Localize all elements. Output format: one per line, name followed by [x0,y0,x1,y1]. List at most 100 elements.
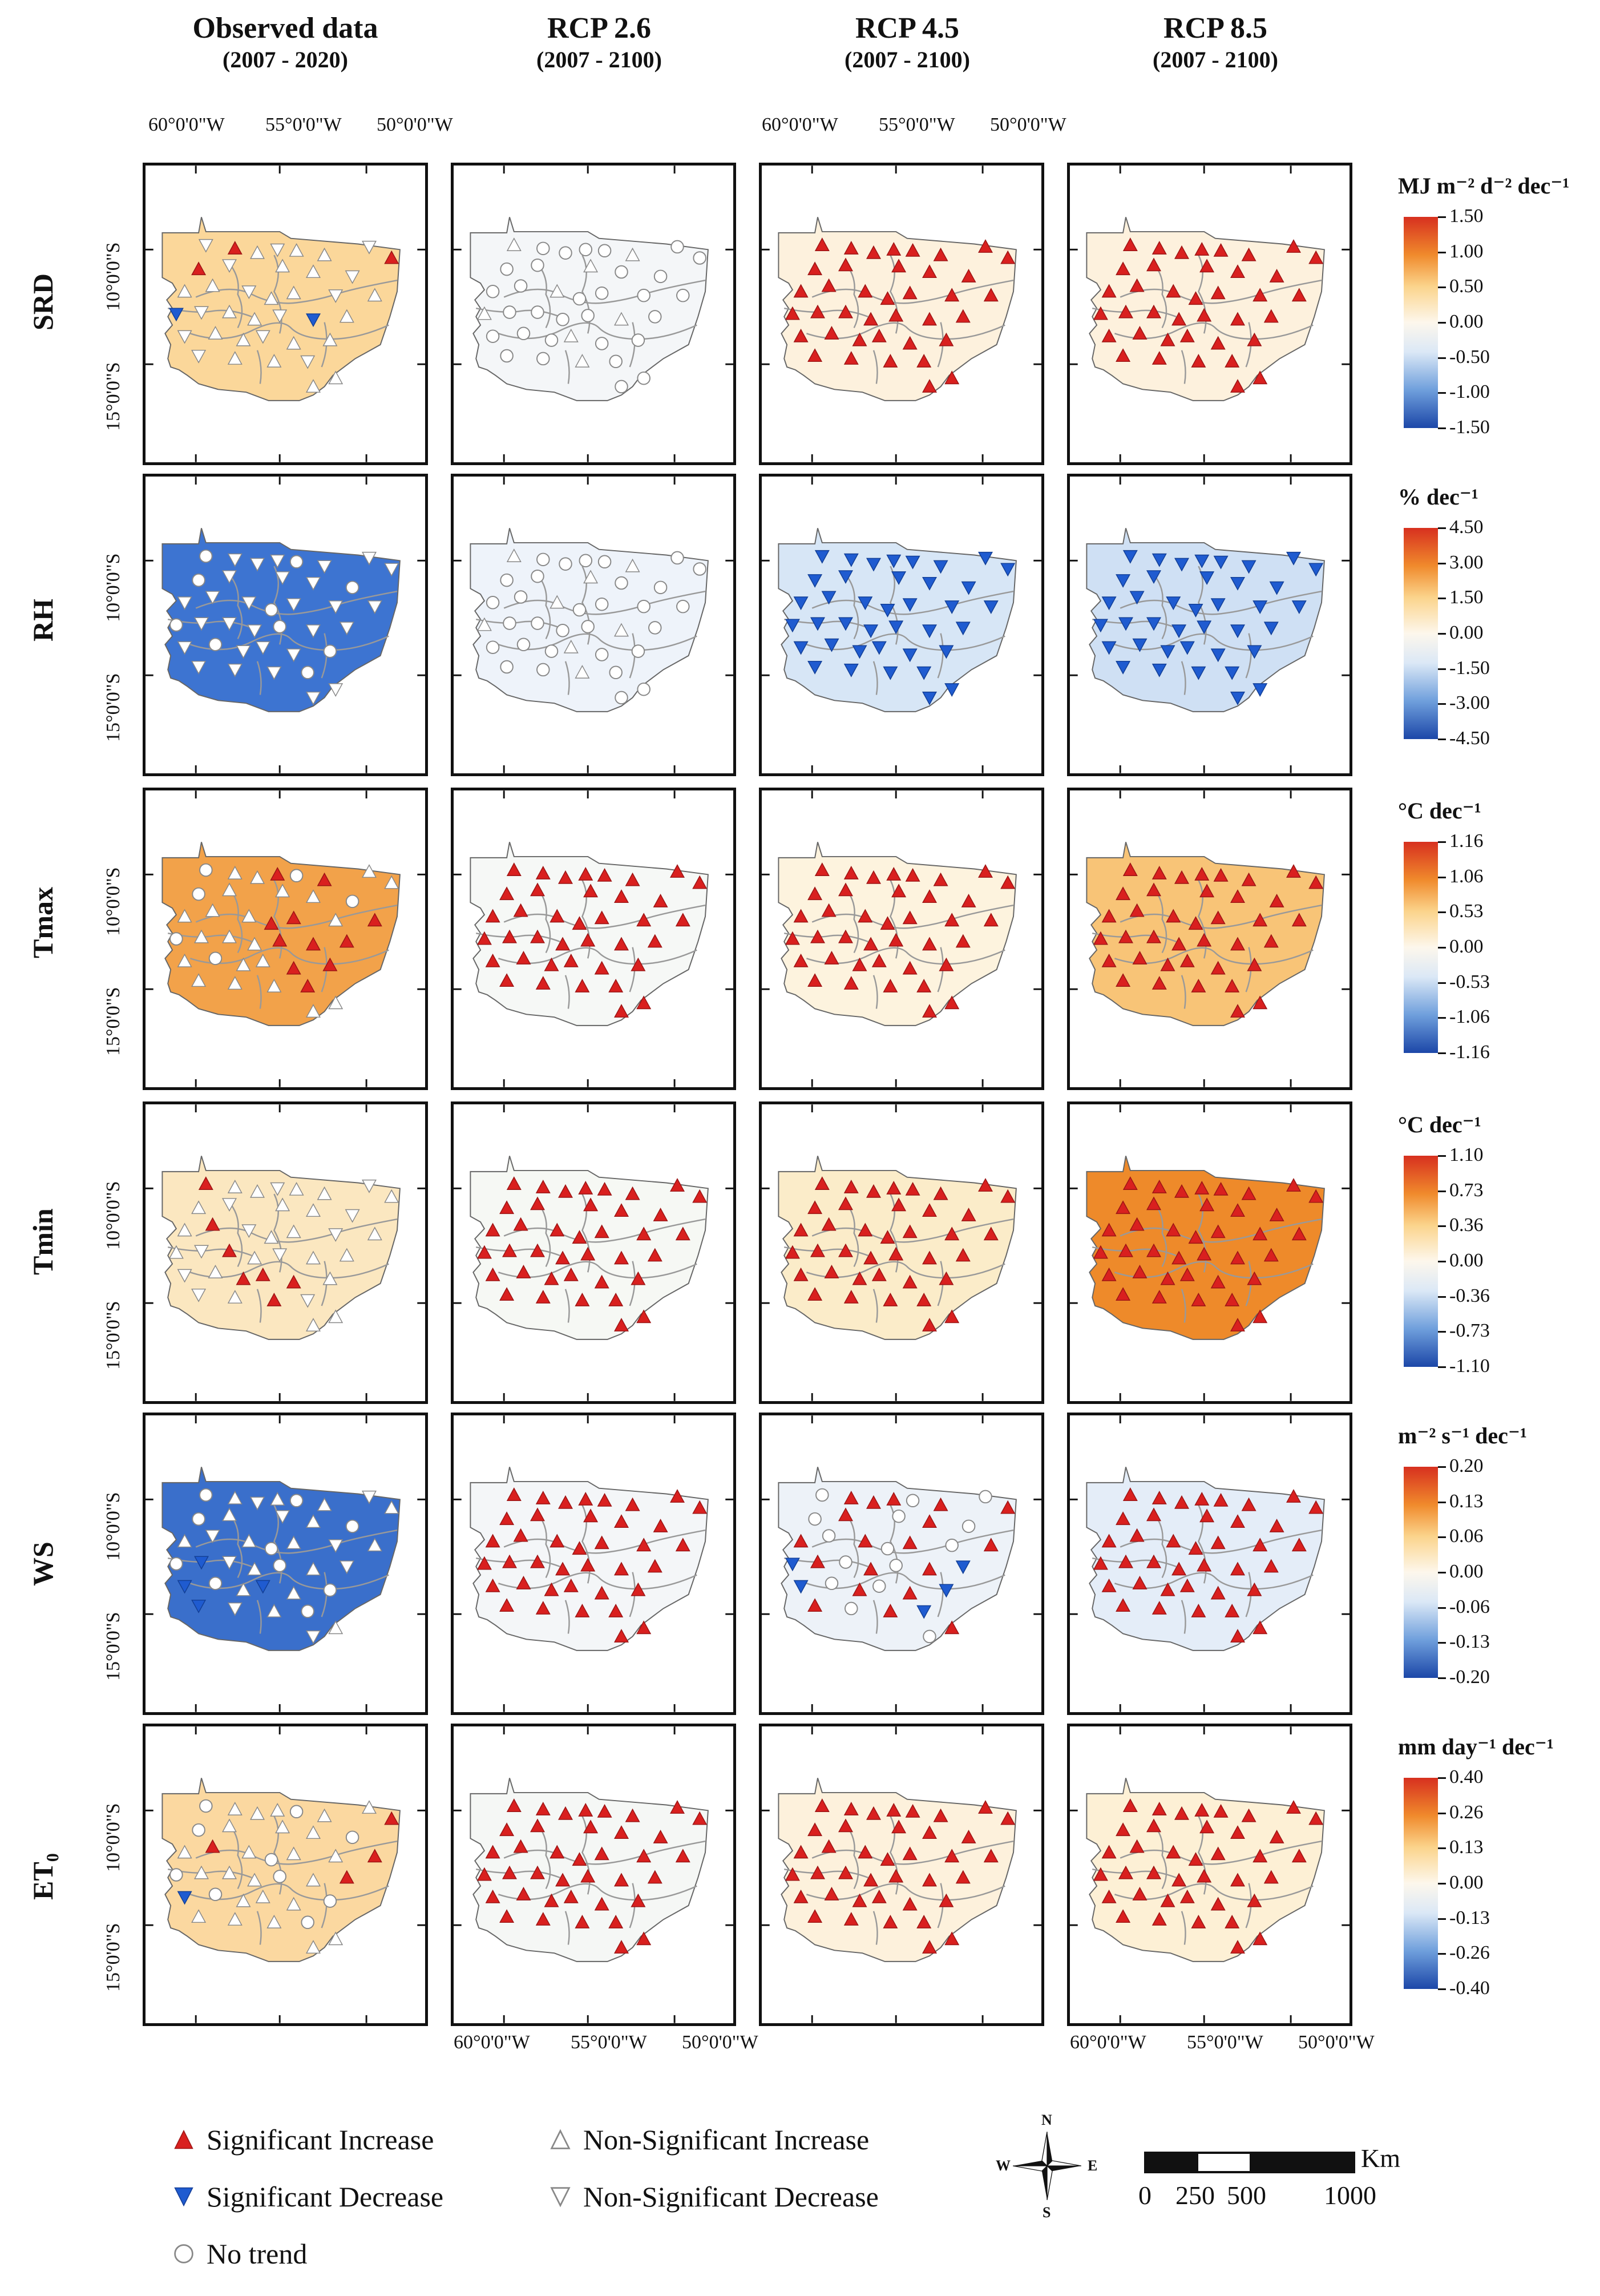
station-marker [1151,1601,1167,1615]
station-marker [236,1271,251,1285]
station-marker [1286,864,1301,878]
river-line [564,1289,570,1323]
station-marker [1197,933,1212,947]
station-marker [300,1294,316,1308]
station-marker [513,1528,528,1542]
river-line [498,1261,697,1279]
map-svg [454,1726,733,2023]
station-marker [839,1555,852,1569]
station-marker [852,645,867,659]
station-marker [1210,1585,1226,1600]
station-marker [824,1265,839,1278]
station-marker [384,563,399,577]
lon-label-top: 55°0'0"W [879,114,955,135]
station-marker [273,1870,286,1883]
station-marker [1174,1495,1189,1509]
nonsig-increase-icon [550,2129,571,2149]
station-marker [614,1318,629,1331]
station-marker [500,262,514,276]
station-marker [306,1004,321,1018]
station-marker [945,1538,959,1552]
station-marker [169,1868,183,1882]
river-line [167,1557,252,1568]
lon-label-top: 55°0'0"W [265,114,342,135]
station-marker [328,1849,344,1863]
station-marker [227,1912,243,1926]
station-marker [653,1208,668,1221]
station-marker [978,239,993,253]
station-marker [1174,245,1189,259]
station-marker [939,1271,954,1285]
station-marker [536,352,550,366]
scale-bar [1144,2152,1355,2173]
station-marker [1151,351,1167,365]
station-marker [1129,278,1145,292]
map-svg [454,166,733,462]
station-marker [208,1265,223,1278]
station-marker [636,1538,652,1552]
station-marker [544,1893,559,1907]
colorbar-tick-label: 0.00 [1449,1561,1484,1582]
station-marker [550,909,565,923]
station-marker [1000,1500,1016,1514]
station-marker [222,1865,237,1879]
colorbar-tick-label: -0.40 [1449,1978,1490,1999]
station-marker [270,1492,285,1506]
station-marker [614,1514,629,1528]
station-marker [1171,937,1187,951]
station-marker [580,1869,596,1883]
river-line [1114,1883,1314,1901]
station-marker [955,1870,971,1884]
colorbar [1404,842,1438,1053]
station-marker [544,1582,559,1596]
station-marker [581,309,595,322]
station-marker [608,979,624,992]
map-panel [759,788,1044,1090]
river-line [1198,566,1207,645]
station-marker [177,1845,192,1859]
station-marker [905,555,920,570]
station-marker [339,622,354,636]
legend-label: Non-Significant Increase [583,2124,870,2156]
river-line [564,1911,570,1945]
scale-label-1000: 1000 [1324,2181,1376,2210]
lon-label-bottom: 60°0'0"W [454,2032,530,2053]
station-marker [1101,909,1117,923]
station-marker [384,1189,399,1203]
station-marker [1116,348,1131,362]
station-marker [880,1230,895,1244]
station-marker [264,291,279,305]
map-panel [1067,163,1352,465]
station-marker [317,247,332,261]
map-svg [1070,1726,1350,2023]
station-marker [301,1604,314,1619]
station-marker [636,1309,652,1323]
station-marker [1225,1915,1240,1928]
station-marker [322,332,338,346]
station-marker [594,1224,609,1238]
river-line [811,590,1014,615]
station-marker [205,1839,220,1853]
station-marker [821,1839,837,1853]
station-marker [1101,953,1117,967]
station-marker [1101,284,1117,298]
station-marker [236,1893,251,1907]
station-marker [1000,875,1016,889]
station-marker [1247,1271,1262,1285]
map-svg [454,790,733,1087]
station-marker [362,1179,377,1193]
station-marker [514,590,528,604]
station-marker [1286,1178,1301,1192]
station-marker [944,683,960,697]
col-header-rcp26: RCP 2.6 (2007 - 2100) [479,11,719,74]
station-marker [785,1557,800,1572]
station-marker [1093,931,1108,945]
station-marker [306,1873,321,1887]
station-marker [648,621,662,635]
river-line [1181,1289,1186,1323]
station-marker [1146,304,1161,318]
station-marker [322,957,338,971]
station-marker [1101,1578,1117,1592]
river-line [564,661,570,695]
station-marker [578,1492,593,1506]
